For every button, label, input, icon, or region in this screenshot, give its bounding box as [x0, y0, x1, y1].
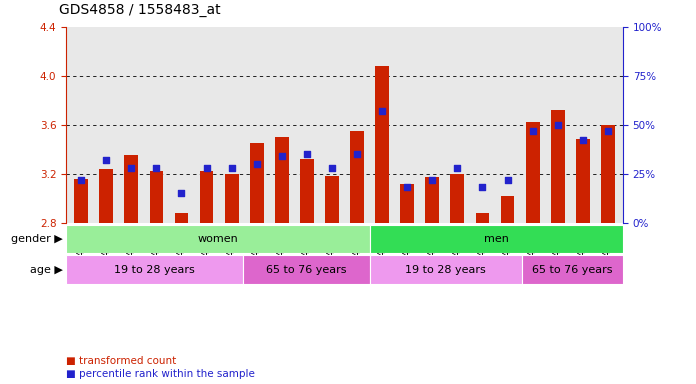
Point [251, 161, 262, 167]
Bar [325, 176, 339, 223]
Point [427, 177, 438, 183]
Text: women: women [198, 234, 238, 244]
Bar [74, 179, 88, 223]
Text: age ▶: age ▶ [30, 265, 63, 275]
Point [101, 157, 112, 163]
Bar [275, 137, 289, 223]
Point [301, 151, 313, 157]
Text: gender ▶: gender ▶ [11, 234, 63, 244]
Text: 19 to 28 years: 19 to 28 years [405, 265, 486, 275]
Bar [475, 213, 489, 223]
Text: GDS4858 / 1558483_at: GDS4858 / 1558483_at [59, 3, 221, 17]
Point [502, 177, 513, 183]
Bar [150, 171, 164, 223]
Bar [375, 66, 389, 223]
Bar [370, 255, 522, 284]
Text: 65 to 76 years: 65 to 76 years [267, 265, 347, 275]
Point [552, 122, 563, 128]
Point [477, 184, 488, 190]
Bar [66, 225, 370, 253]
Bar [100, 169, 113, 223]
Bar [522, 255, 623, 284]
Bar [400, 184, 414, 223]
Bar [576, 139, 590, 223]
Bar [551, 110, 564, 223]
Point [276, 153, 287, 159]
Bar [350, 131, 364, 223]
Point [76, 177, 87, 183]
Bar [425, 177, 439, 223]
Point [326, 165, 338, 171]
Point [176, 190, 187, 196]
Bar [225, 174, 239, 223]
Point [377, 108, 388, 114]
Point [402, 184, 413, 190]
Bar [66, 255, 244, 284]
Point [602, 127, 613, 134]
Bar [450, 174, 464, 223]
Point [527, 127, 538, 134]
Text: men: men [484, 234, 509, 244]
Bar [175, 213, 189, 223]
Point [351, 151, 363, 157]
Text: 65 to 76 years: 65 to 76 years [532, 265, 612, 275]
Bar [200, 171, 214, 223]
Text: ■ percentile rank within the sample: ■ percentile rank within the sample [66, 369, 255, 379]
Point [126, 165, 137, 171]
Bar [300, 159, 314, 223]
Text: ■ transformed count: ■ transformed count [66, 356, 176, 366]
Point [201, 165, 212, 171]
Point [452, 165, 463, 171]
Text: 19 to 28 years: 19 to 28 years [114, 265, 195, 275]
Bar [601, 125, 615, 223]
Bar [244, 255, 370, 284]
Bar [500, 196, 514, 223]
Bar [250, 143, 264, 223]
Bar [125, 156, 139, 223]
Bar [525, 122, 539, 223]
Point [577, 137, 588, 144]
Point [226, 165, 237, 171]
Bar [370, 225, 623, 253]
Point [151, 165, 162, 171]
